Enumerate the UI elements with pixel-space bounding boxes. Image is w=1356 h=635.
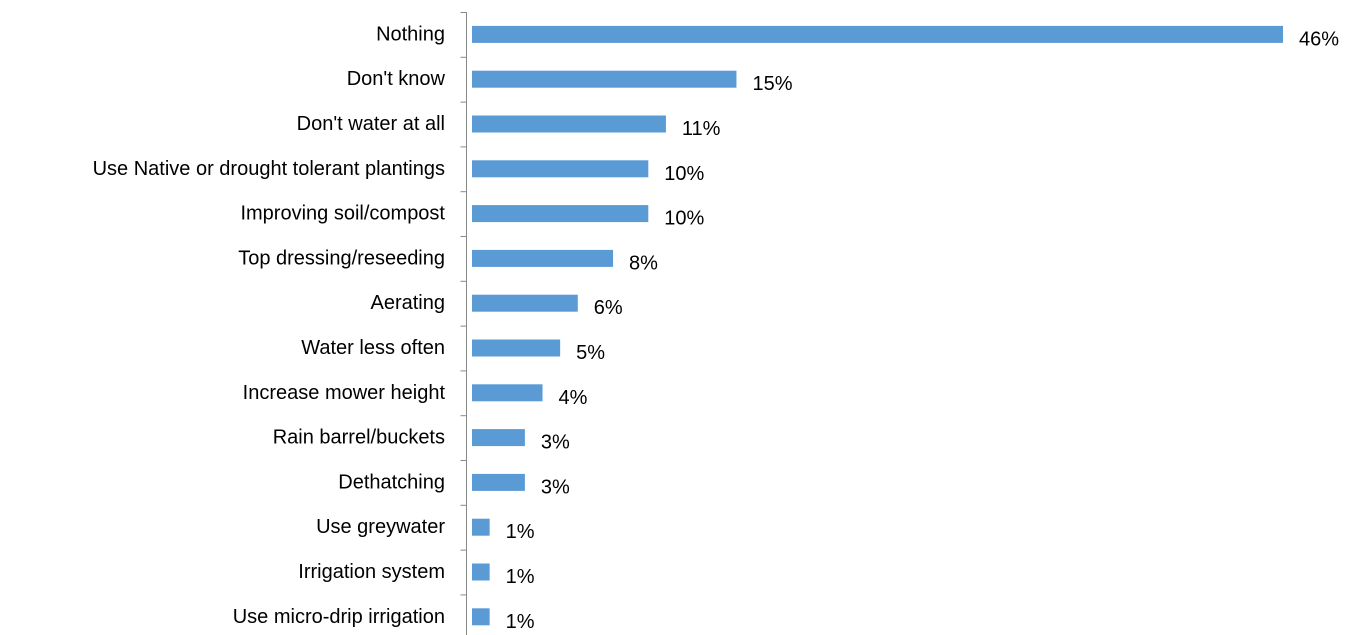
category-label: Use micro-drip irrigation: [233, 606, 445, 628]
category-label: Top dressing/reseeding: [238, 247, 445, 269]
bar-13[interactable]: [472, 563, 490, 581]
data-label: 1%: [506, 521, 535, 543]
category-label: Don't know: [347, 68, 446, 90]
category-label: Aerating: [371, 292, 446, 314]
data-label: 11%: [682, 118, 721, 140]
category-label: Use greywater: [316, 516, 445, 538]
bar-10[interactable]: [472, 429, 525, 447]
category-label: Improving soil/compost: [240, 203, 445, 225]
data-label: 1%: [506, 566, 535, 588]
data-label: 10%: [664, 163, 704, 185]
data-label: 5%: [576, 342, 605, 364]
data-label: 4%: [559, 387, 588, 409]
bar-6[interactable]: [472, 249, 614, 267]
data-label: 46%: [1299, 28, 1339, 50]
bar-4[interactable]: [472, 160, 649, 178]
category-label-layer: Nothing Don't know Don't water at all Use N…: [93, 23, 446, 627]
bar-2[interactable]: [472, 70, 737, 88]
bar-8[interactable]: [472, 339, 561, 357]
axis-layer: [460, 12, 467, 635]
category-label: Use Native or drought tolerant plantings: [93, 158, 445, 180]
data-label: 6%: [594, 297, 623, 319]
data-label: 10%: [664, 208, 704, 230]
data-label: 3%: [541, 476, 570, 498]
data-label: 8%: [629, 252, 658, 274]
bar-11[interactable]: [472, 473, 525, 491]
category-label: Irrigation system: [298, 561, 445, 583]
category-label: Dethatching: [338, 471, 445, 493]
bar-layer: [472, 25, 1283, 626]
data-label: 3%: [541, 432, 570, 454]
category-label: Increase mower height: [243, 382, 446, 404]
bar-3[interactable]: [472, 115, 666, 133]
category-label: Rain barrel/buckets: [273, 427, 445, 449]
bar-5[interactable]: [472, 205, 649, 223]
data-label: 15%: [752, 73, 792, 95]
bar-12[interactable]: [472, 518, 490, 536]
category-label: Nothing: [376, 23, 445, 45]
bar-9[interactable]: [472, 384, 543, 402]
data-label: 1%: [506, 611, 535, 633]
category-label: Water less often: [301, 337, 445, 359]
category-label: Don't water at all: [297, 113, 445, 135]
bar-7[interactable]: [472, 294, 578, 312]
value-label-layer: 46% 15% 11% 10% 10% 8% 6% 5% 4% 3% 3% 1% 1% 1%: [506, 28, 1340, 632]
bar-14[interactable]: [472, 608, 490, 626]
bar-1[interactable]: [472, 25, 1283, 43]
